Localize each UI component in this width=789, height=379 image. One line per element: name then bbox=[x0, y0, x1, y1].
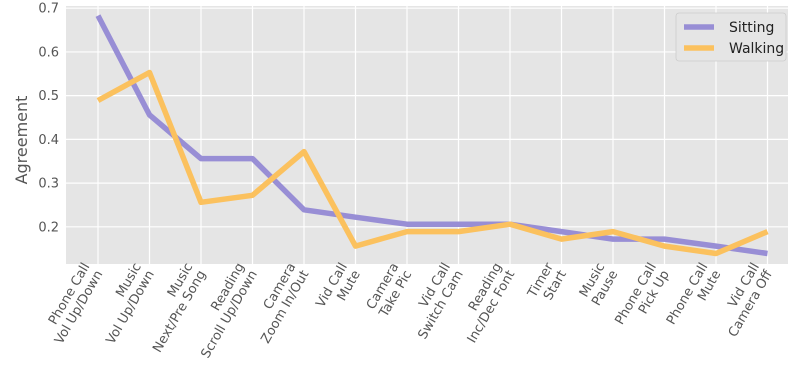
y-tick-label: 0.2 bbox=[38, 220, 59, 235]
x-tick-label: Vid CallMute bbox=[313, 261, 363, 318]
x-tick-label: TimerStart bbox=[525, 260, 570, 309]
grid-lines bbox=[66, 6, 788, 264]
legend: Sitting Walking bbox=[675, 12, 787, 62]
x-tick-label: Vid CallSwitch Cam bbox=[402, 261, 466, 343]
y-tick-label: 0.4 bbox=[38, 133, 59, 148]
x-tick-label: Phone CallPick Up bbox=[613, 261, 673, 335]
series-line-walking bbox=[96, 69, 769, 257]
y-tick-label: 0.7 bbox=[38, 2, 59, 17]
x-tick-label: Vid CallCamera Off bbox=[713, 260, 777, 340]
x-tick-label: CameraTake Pic bbox=[363, 261, 415, 321]
y-axis-title: Agreement bbox=[12, 96, 31, 185]
y-axis-ticks: 0.2 0.3 0.4 0.5 0.6 0.7 bbox=[38, 2, 59, 236]
y-tick-label: 0.5 bbox=[38, 89, 59, 104]
x-axis-ticks: Phone CallVol Up/Down MusicVol Up/Down Mus… bbox=[39, 260, 777, 361]
y-tick-label: 0.3 bbox=[38, 177, 59, 192]
legend-label-walking: Walking bbox=[729, 41, 784, 57]
series-line-sitting bbox=[95, 14, 768, 257]
x-tick-label: Phone CallVol Up/Down bbox=[39, 261, 106, 348]
series-layer bbox=[95, 14, 769, 257]
legend-label-sitting: Sitting bbox=[729, 20, 774, 36]
plot-area bbox=[66, 6, 788, 264]
y-tick-label: 0.6 bbox=[38, 45, 59, 60]
x-tick-label: MusicPause bbox=[576, 261, 621, 309]
x-tick-label: Phone CallMute bbox=[664, 261, 724, 335]
